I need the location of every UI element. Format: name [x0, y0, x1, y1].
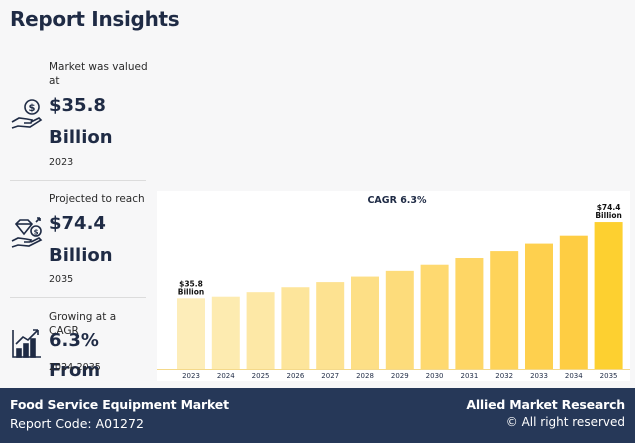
- data-label-2023: $35.8: [179, 279, 203, 288]
- bar-2032: [490, 251, 519, 369]
- bar-2024: [211, 296, 240, 369]
- x-tick-label-2030: 2030: [426, 372, 444, 380]
- bar-2030: [420, 264, 449, 369]
- stat-value: $74.4: [49, 213, 106, 234]
- bar-2028: [351, 276, 379, 369]
- stat-value: $35.8: [49, 95, 106, 116]
- stat-year: 2023: [49, 157, 74, 168]
- bar-2033: [525, 243, 553, 369]
- bar-2035: [594, 222, 623, 369]
- x-tick-label-2029: 2029: [391, 372, 409, 380]
- x-tick-label-2026: 2026: [286, 372, 304, 380]
- x-tick-label-2027: 2027: [321, 372, 339, 380]
- market-name: Food Service Equipment Market: [10, 397, 229, 412]
- bar-2034: [559, 235, 588, 369]
- data-label-2035: $74.4: [597, 203, 621, 212]
- stat-value: 6.3% From: [49, 330, 101, 381]
- bar-2029: [385, 270, 414, 369]
- stat-label: Market was valued at: [49, 61, 148, 87]
- footer: Food Service Equipment Market Report Cod…: [0, 388, 635, 443]
- report-code: Report Code: A01272: [10, 416, 144, 431]
- brand-name: Allied Market Research: [466, 397, 625, 412]
- copyright: © All right reserved: [505, 415, 625, 429]
- growth-chart-icon: [10, 326, 44, 364]
- divider: [10, 297, 146, 298]
- x-tick-label-2033: 2033: [530, 372, 548, 380]
- x-tick-label-2024: 2024: [217, 372, 235, 380]
- bar-2026: [281, 287, 310, 369]
- chart-title: CAGR 6.3%: [367, 195, 427, 206]
- stat-projected-value: Projected to reach $ $74.4 Billion 2035: [10, 192, 150, 292]
- svg-text:$: $: [34, 229, 39, 237]
- divider: [10, 180, 146, 181]
- page-title: Report Insights: [10, 7, 180, 31]
- stat-market-value: Market was valued at $ $35.8 Billion 202…: [10, 58, 150, 176]
- stat-value-unit: Billion: [49, 127, 113, 148]
- stat-label: Projected to reach: [49, 193, 145, 205]
- x-tick-label-2035: 2035: [600, 372, 618, 380]
- bar-2027: [316, 282, 345, 369]
- stat-year-range: 2024-2035: [49, 362, 101, 373]
- chart-panel: CAGR 6.3% 2023 2024 2025 2026 2027 2028 2029 203…: [157, 191, 630, 381]
- x-tick-label-2028: 2028: [356, 372, 374, 380]
- money-hand-icon: $: [10, 98, 44, 136]
- bar-2025: [246, 292, 275, 369]
- bar-chart: CAGR 6.3% 2023 2024 2025 2026 2027 2028 2029 203…: [157, 195, 630, 380]
- data-label-unit-2035: Billion: [595, 211, 622, 220]
- stat-value-unit: Billion: [49, 245, 113, 266]
- svg-text:$: $: [29, 103, 36, 114]
- stat-label: Growing at a CAGR: [49, 311, 117, 337]
- x-tick-label-2025: 2025: [252, 372, 270, 380]
- diamond-hand-icon: $: [10, 214, 46, 254]
- data-label-unit-2023: Billion: [178, 287, 205, 296]
- stat-year: 2035: [49, 274, 74, 285]
- bar-2031: [455, 258, 484, 369]
- bar-2023: [177, 298, 205, 369]
- x-tick-label-2023: 2023: [182, 372, 200, 380]
- x-tick-label-2031: 2031: [460, 372, 478, 380]
- x-tick-label-2032: 2032: [495, 372, 513, 380]
- x-tick-label-2034: 2034: [565, 372, 583, 380]
- stat-cagr: Growing at a CAGR 6.3% From 2024-2035: [10, 310, 150, 382]
